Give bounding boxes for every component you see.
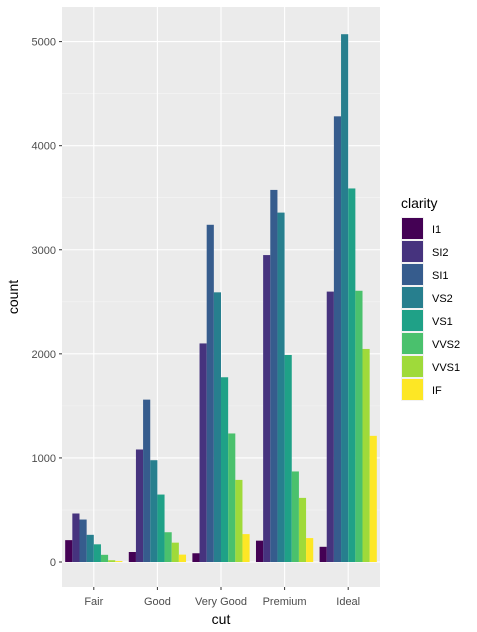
x-tick-label: Very Good	[195, 596, 247, 608]
bar-vvs1	[171, 542, 179, 562]
x-tick-label: Premium	[263, 596, 307, 608]
x-tick-label: Good	[144, 596, 171, 608]
y-tick-label: 4000	[32, 141, 56, 153]
y-tick-label: 5000	[32, 37, 56, 49]
y-tick-label: 0	[50, 557, 56, 569]
y-axis-title: count	[5, 280, 21, 314]
bar-vs2	[213, 292, 221, 562]
legend-swatch-vvs2	[402, 333, 423, 354]
legend-label-vs2: VS2	[432, 293, 453, 305]
bar-vs1	[93, 544, 101, 562]
bar-if	[115, 561, 123, 562]
bar-si1	[206, 224, 214, 562]
legend-label-si1: SI1	[432, 270, 449, 282]
legend-title: clarity	[401, 195, 438, 211]
bar-vvs1	[235, 479, 243, 562]
x-axis-title: cut	[212, 611, 231, 627]
bar-vvs2	[291, 471, 299, 562]
legend-label-si2: SI2	[432, 247, 449, 259]
legend-label-i1: I1	[432, 224, 441, 236]
y-tick-label: 1000	[32, 453, 56, 465]
x-axis: Fair Good Very Good Premium Ideal	[84, 587, 360, 608]
bar-vvs2	[355, 290, 363, 562]
bar-if	[178, 554, 187, 562]
bar-vs2	[341, 34, 349, 562]
bar-si1	[270, 189, 278, 562]
legend-swatch-vs2	[402, 287, 423, 308]
bar-vvs2	[228, 433, 236, 562]
legend-swatch-if	[402, 379, 423, 400]
legend: clarity I1 SI2 SI1 VS2 VS1 VVS2 VVS1 IF	[401, 195, 460, 401]
legend-label-vs1: VS1	[432, 316, 453, 328]
bar-si2	[326, 291, 334, 562]
bar-si2	[72, 513, 80, 562]
bar-i1	[128, 552, 136, 562]
y-axis: 0 1000 2000 3000 4000 5000	[32, 37, 62, 569]
legend-label-vvs2: VVS2	[432, 339, 460, 351]
y-tick-label: 3000	[32, 245, 56, 257]
bar-if	[242, 534, 250, 562]
bar-vs1	[157, 494, 165, 562]
legend-swatch-i1	[402, 218, 423, 239]
bar-si2	[199, 343, 207, 562]
bars	[65, 34, 377, 562]
bar-si2	[263, 255, 271, 562]
bar-if	[369, 435, 377, 562]
x-tick-label: Fair	[84, 596, 103, 608]
legend-label-if: IF	[432, 385, 442, 397]
bar-si1	[143, 399, 151, 562]
bar-i1	[192, 553, 200, 562]
bar-vvs2	[164, 532, 172, 562]
bar-vvs1	[298, 497, 307, 562]
bar-if	[306, 538, 314, 562]
bar-si1	[79, 519, 87, 562]
bar-vvs1	[362, 348, 370, 562]
legend-label-vvs1: VVS1	[432, 362, 460, 374]
bar-vs1	[348, 188, 356, 562]
bar-vvs1	[108, 560, 116, 562]
legend-swatch-vs1	[402, 310, 423, 331]
bar-vs2	[277, 212, 285, 562]
x-tick-label: Ideal	[336, 596, 360, 608]
bar-vs2	[86, 534, 94, 562]
bar-i1	[65, 540, 73, 562]
bar-i1	[255, 540, 264, 562]
bar-i1	[319, 546, 327, 562]
bar-vs1	[221, 377, 229, 562]
legend-swatch-vvs1	[402, 356, 423, 377]
bar-si1	[333, 116, 342, 562]
bar-si2	[135, 449, 144, 562]
bar-vs1	[284, 354, 292, 562]
bar-vs2	[150, 460, 158, 562]
legend-swatch-si1	[402, 264, 423, 285]
y-tick-label: 2000	[32, 349, 56, 361]
legend-swatch-si2	[402, 241, 423, 262]
bar-vvs2	[100, 554, 109, 562]
